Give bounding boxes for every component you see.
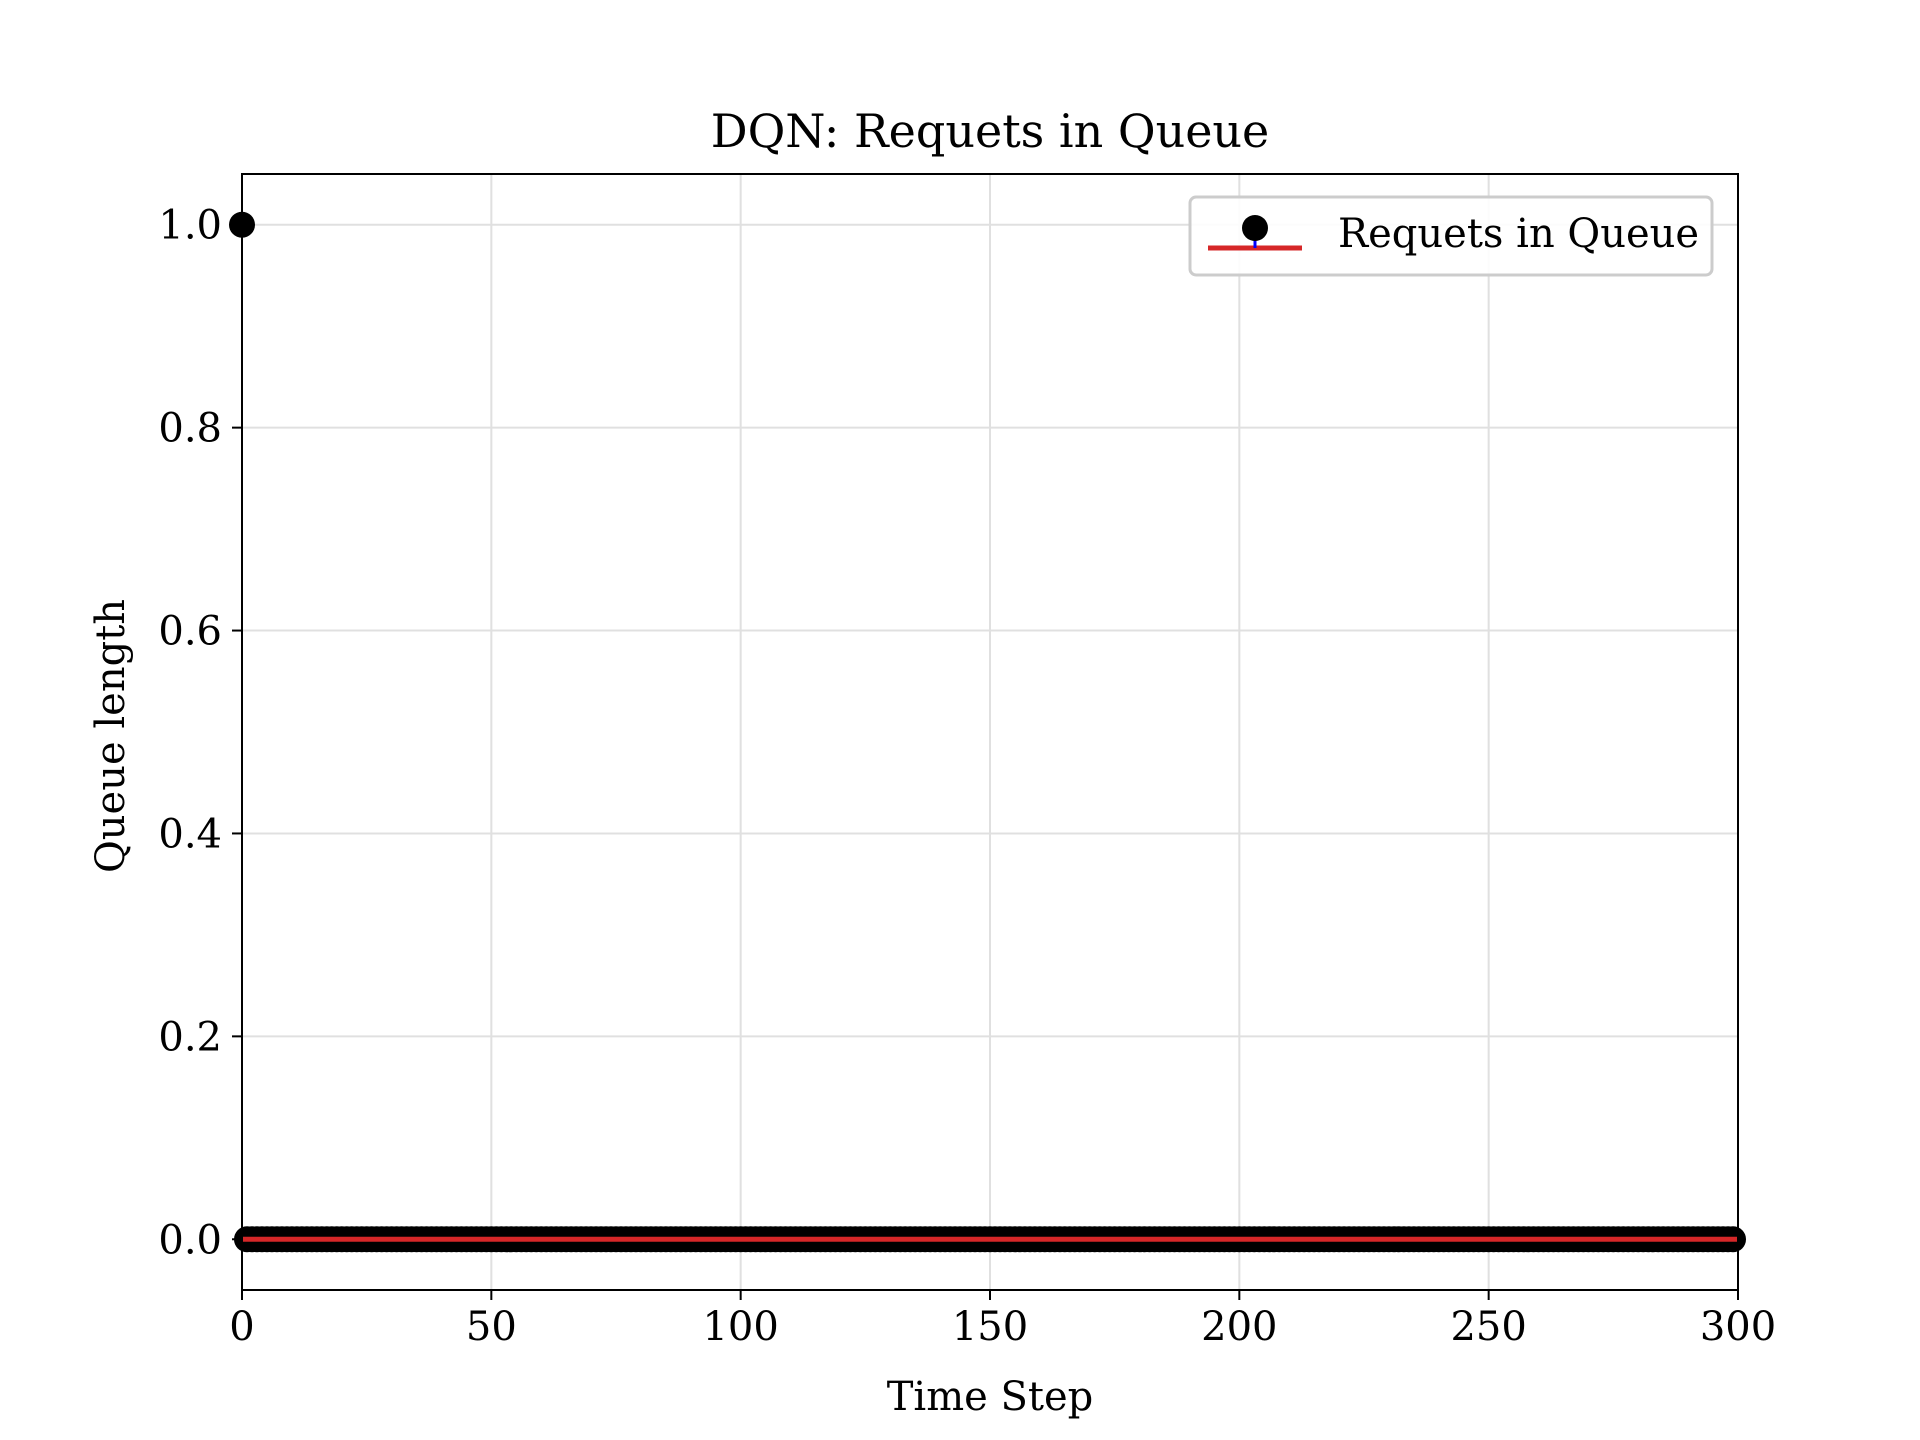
x-axis-ticks: 0 50 100 150 200 250 300 bbox=[229, 1290, 1776, 1350]
y-tick-label: 1.0 bbox=[158, 203, 222, 249]
x-axis-label: Time Step bbox=[887, 1374, 1094, 1420]
x-tick-label: 300 bbox=[1700, 1304, 1776, 1350]
y-tick-label: 0.0 bbox=[158, 1217, 222, 1263]
chart-title: DQN: Requets in Queue bbox=[711, 104, 1270, 158]
legend-label: Requets in Queue bbox=[1338, 211, 1699, 257]
y-axis-ticks: 0.0 0.2 0.4 0.6 0.8 1.0 bbox=[158, 203, 242, 1263]
x-tick-label: 50 bbox=[466, 1304, 517, 1350]
x-tick-label: 0 bbox=[229, 1304, 254, 1350]
y-tick-label: 0.6 bbox=[158, 609, 222, 655]
legend: Requets in Queue bbox=[1188, 195, 1714, 277]
legend-box bbox=[1188, 195, 1714, 277]
x-tick-label: 250 bbox=[1450, 1304, 1526, 1350]
x-tick-label: 150 bbox=[952, 1304, 1028, 1350]
y-axis-label: Queue length bbox=[88, 599, 134, 873]
y-tick-label: 0.4 bbox=[158, 811, 222, 857]
x-tick-label: 200 bbox=[1201, 1304, 1277, 1350]
legend-marker-swatch bbox=[1242, 215, 1268, 241]
y-tick-label: 0.8 bbox=[158, 406, 222, 452]
y-tick-label: 0.2 bbox=[158, 1014, 222, 1060]
x-tick-label: 100 bbox=[702, 1304, 778, 1350]
